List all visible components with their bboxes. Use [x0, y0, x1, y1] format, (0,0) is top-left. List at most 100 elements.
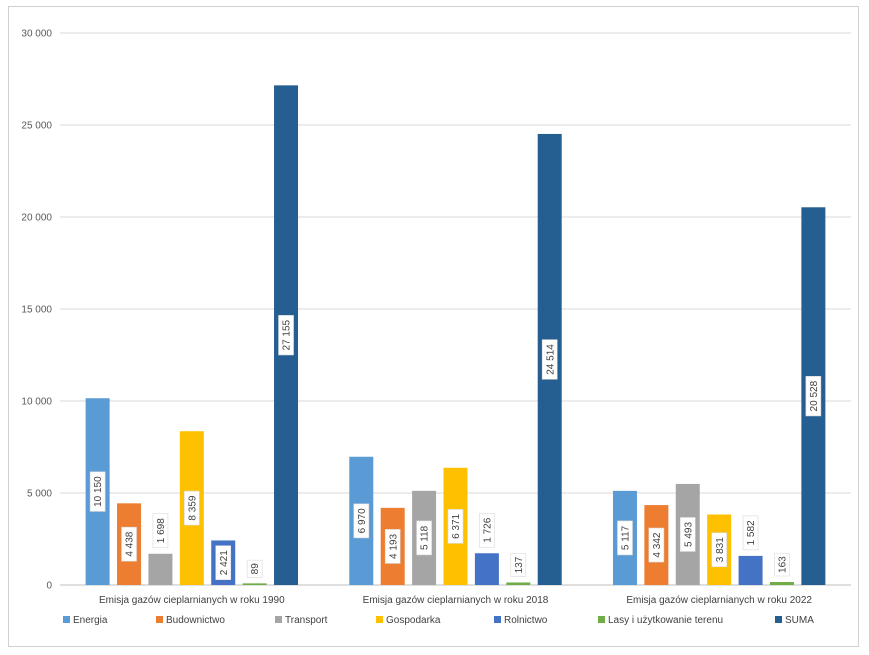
data-label-box: [184, 490, 200, 526]
data-label-box: [679, 517, 696, 552]
legend-label: Gospodarka: [386, 615, 441, 626]
data-label-text: 27 155: [282, 319, 293, 350]
legend-swatch: [494, 616, 501, 623]
data-label-text: 6 371: [451, 513, 462, 538]
data-label-text: 6 970: [357, 508, 368, 533]
data-label-box: [617, 520, 633, 556]
legend: Energia Budownictwo Transport Gospodarka Rol…: [63, 615, 814, 626]
data-label-7-2: 24 514: [541, 339, 558, 380]
legend-item: Lasy i użytkowanie terenu: [598, 615, 723, 626]
data-label-1-3: 5 117: [617, 520, 633, 556]
data-label-6-3: 163: [774, 552, 790, 577]
data-label-text: 89: [250, 563, 261, 575]
data-label-box: [215, 545, 232, 581]
bar-6-2: [506, 582, 531, 585]
legend-item: SUMA: [775, 615, 814, 626]
legend-swatch: [775, 616, 782, 623]
legend-swatch: [598, 616, 605, 623]
y-tick-label: 0: [46, 581, 52, 592]
data-label-6-2: 137: [510, 553, 527, 577]
data-label-box: [278, 315, 294, 356]
legend-label: Transport: [285, 615, 328, 626]
data-label-5-3: 1 582: [742, 515, 759, 551]
bar-6-1: [242, 583, 267, 585]
data-label-text: 5 493: [683, 522, 694, 547]
data-label-box: [89, 471, 106, 512]
data-label-box: [121, 526, 137, 562]
data-label-box: [541, 339, 558, 380]
data-label-box: [479, 512, 495, 548]
x-category-label: Emisja gazów cieplarnianych w roku 2022: [626, 595, 812, 606]
data-label-text: 4 438: [125, 531, 136, 556]
data-label-4-3: 3 831: [711, 532, 727, 568]
legend-swatch: [275, 616, 282, 623]
y-tick-label: 15 000: [21, 305, 52, 316]
data-label-6-1: 89: [246, 559, 263, 578]
data-label-1-2: 6 970: [353, 503, 370, 539]
y-tick-label: 10 000: [21, 397, 52, 408]
data-label-3-3: 5 493: [679, 517, 696, 552]
legend-item: Energia: [63, 615, 108, 626]
data-label-box: [711, 532, 727, 568]
bar-6-3: [769, 582, 794, 585]
y-tick-label: 20 000: [21, 213, 52, 224]
x-category-label: Emisja gazów cieplarnianych w roku 1990: [99, 595, 285, 606]
legend-swatch: [376, 616, 383, 623]
data-label-box: [416, 520, 432, 556]
legend-label: SUMA: [785, 615, 814, 626]
data-label-text: 137: [514, 556, 525, 573]
data-label-text: 8 359: [187, 495, 198, 520]
data-label-box: [805, 376, 822, 417]
bar-5-2: [474, 553, 499, 585]
data-label-3-1: 1 698: [152, 513, 169, 549]
data-label-4-2: 6 371: [447, 509, 464, 544]
data-label-1-1: 10 150: [89, 471, 106, 512]
data-label-4-1: 8 359: [184, 490, 200, 526]
y-tick-label: 30 000: [21, 29, 52, 40]
data-label-box: [447, 509, 464, 544]
data-label-text: 4 193: [388, 533, 399, 558]
y-tick-label: 25 000: [21, 121, 52, 132]
data-label-box: [648, 527, 665, 563]
y-tick-label: 5 000: [27, 489, 52, 500]
data-label-box: [246, 559, 263, 578]
data-label-5-2: 1 726: [479, 512, 495, 548]
data-label-7-1: 27 155: [278, 315, 294, 356]
data-label-text: 1 726: [483, 517, 494, 542]
legend-swatch: [63, 616, 70, 623]
data-label-2-3: 4 342: [648, 527, 665, 563]
data-label-box: [152, 513, 169, 549]
data-label-text: 1 582: [746, 520, 757, 545]
legend-label: Lasy i użytkowanie terenu: [608, 615, 723, 626]
legend-item: Transport: [275, 615, 328, 626]
data-label-text: 24 514: [545, 344, 556, 375]
legend-item: Budownictwo: [156, 615, 225, 626]
legend-label: Budownictwo: [166, 615, 225, 626]
data-label-box: [353, 503, 370, 539]
data-label-2-1: 4 438: [121, 526, 137, 562]
bar-3-1: [148, 553, 173, 585]
y-axis-ticks: 0 5 000 10 000 15 000 20 000 25 000 30 000: [21, 29, 52, 592]
data-label-text: 20 528: [809, 380, 820, 411]
data-label-text: 1 698: [156, 518, 167, 543]
legend-label: Rolnictwo: [504, 615, 548, 626]
data-label-2-2: 4 193: [384, 529, 401, 564]
data-label-text: 5 117: [621, 525, 632, 550]
data-label-7-3: 20 528: [805, 376, 822, 417]
data-label-5-1: 2 421: [215, 545, 232, 581]
data-label-3-2: 5 118: [416, 520, 432, 556]
data-label-box: [774, 552, 790, 577]
data-label-text: 10 150: [93, 476, 104, 507]
x-category-label: Emisja gazów cieplarnianych w roku 2018: [363, 595, 549, 606]
legend-swatch: [156, 616, 163, 623]
data-label-text: 163: [778, 556, 789, 573]
data-label-box: [384, 529, 401, 564]
data-label-box: [510, 553, 527, 577]
data-label-text: 2 421: [219, 550, 230, 575]
data-label-text: 4 342: [652, 532, 663, 557]
data-label-box: [742, 515, 759, 551]
legend-label: Energia: [73, 615, 108, 626]
data-label-text: 5 118: [420, 525, 431, 550]
legend-item: Rolnictwo: [494, 615, 548, 626]
